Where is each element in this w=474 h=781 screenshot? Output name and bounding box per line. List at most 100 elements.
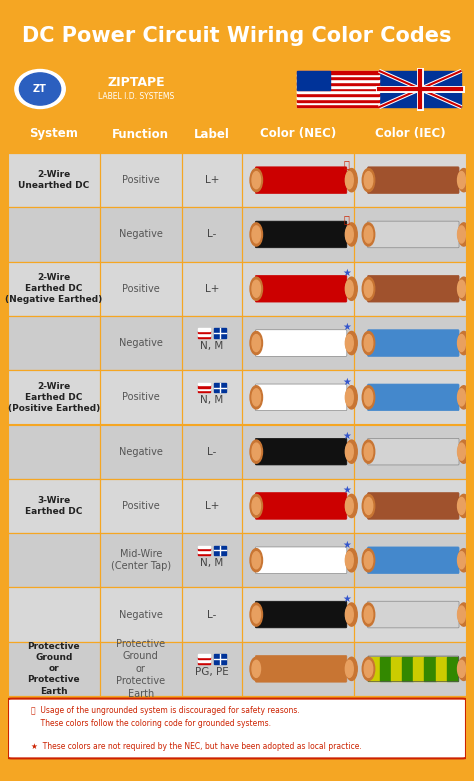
Ellipse shape [252, 280, 261, 298]
Ellipse shape [458, 223, 469, 246]
Bar [214, 654, 226, 664]
Ellipse shape [346, 331, 357, 355]
Ellipse shape [250, 440, 263, 463]
Text: ★: ★ [343, 431, 351, 441]
Text: Protective
Ground
or
Protective
Earth: Protective Ground or Protective Earth [116, 639, 165, 699]
Bar [413, 657, 425, 681]
Ellipse shape [250, 223, 263, 246]
Ellipse shape [364, 389, 373, 406]
Bar [297, 82, 379, 85]
Text: Mid-Wire
(Center Tap): Mid-Wire (Center Tap) [111, 549, 171, 572]
Ellipse shape [252, 443, 261, 460]
Bar [380, 657, 391, 681]
Text: Negative: Negative [119, 447, 163, 457]
Ellipse shape [458, 440, 469, 463]
Ellipse shape [346, 606, 353, 623]
Bar [198, 387, 210, 390]
FancyBboxPatch shape [255, 276, 347, 302]
Ellipse shape [362, 277, 375, 301]
Ellipse shape [346, 497, 353, 515]
Text: Negative: Negative [119, 609, 163, 619]
Ellipse shape [458, 548, 469, 572]
Ellipse shape [346, 548, 357, 572]
Text: Negative: Negative [119, 230, 163, 240]
FancyBboxPatch shape [367, 601, 459, 628]
FancyBboxPatch shape [255, 547, 347, 573]
Text: Color (NEC): Color (NEC) [260, 127, 336, 141]
Ellipse shape [457, 280, 465, 298]
Text: L-: L- [207, 447, 217, 457]
Ellipse shape [346, 169, 357, 192]
Bar [198, 657, 210, 659]
Ellipse shape [364, 280, 373, 298]
Ellipse shape [458, 494, 469, 518]
Bar [214, 546, 226, 555]
Ellipse shape [364, 606, 373, 623]
FancyBboxPatch shape [255, 601, 347, 628]
Text: L-: L- [207, 609, 217, 619]
Bar [198, 385, 210, 387]
Ellipse shape [346, 660, 353, 677]
Ellipse shape [457, 606, 465, 623]
Ellipse shape [457, 334, 465, 351]
FancyBboxPatch shape [255, 655, 347, 682]
Bar [198, 336, 210, 338]
Ellipse shape [250, 603, 263, 626]
Bar [198, 662, 210, 664]
Text: ★  These colors are not required by the NEC, but have been adopted as local prac: ★ These colors are not required by the N… [31, 742, 362, 751]
Ellipse shape [362, 386, 375, 409]
Text: PG, PE: PG, PE [195, 666, 228, 676]
Ellipse shape [458, 331, 469, 355]
Bar [198, 654, 210, 657]
FancyBboxPatch shape [367, 438, 459, 465]
Ellipse shape [362, 548, 375, 572]
Text: ★: ★ [343, 376, 351, 387]
Ellipse shape [457, 497, 465, 515]
Bar [297, 71, 329, 91]
FancyBboxPatch shape [367, 276, 459, 302]
Ellipse shape [364, 172, 373, 189]
Bar [297, 79, 379, 82]
Ellipse shape [250, 331, 263, 355]
Bar [297, 73, 379, 77]
Ellipse shape [346, 443, 353, 460]
Ellipse shape [457, 443, 465, 460]
Ellipse shape [362, 331, 375, 355]
Ellipse shape [15, 70, 65, 109]
Ellipse shape [362, 494, 375, 518]
Text: Label: Label [194, 127, 230, 141]
Text: 3-Wire
Earthed DC: 3-Wire Earthed DC [25, 496, 82, 516]
Bar [447, 657, 458, 681]
Bar [297, 71, 379, 73]
Bar [198, 331, 210, 333]
Bar [297, 87, 379, 91]
Ellipse shape [250, 386, 263, 409]
Text: ★: ★ [343, 268, 351, 278]
Ellipse shape [252, 389, 261, 406]
Ellipse shape [346, 280, 353, 298]
Bar [379, 71, 461, 107]
Bar [402, 657, 413, 681]
Text: ⓘ  Usage of the ungrounded system is discouraged for safety reasons.: ⓘ Usage of the ungrounded system is disc… [31, 706, 300, 715]
Bar [8, 207, 466, 262]
Bar [297, 91, 379, 93]
Bar [8, 262, 466, 316]
Text: N, M: N, M [200, 558, 223, 568]
Bar [297, 85, 379, 87]
FancyBboxPatch shape [367, 547, 459, 573]
Bar [8, 642, 466, 696]
Text: 2-Wire
Earthed DC
(Negative Earthed): 2-Wire Earthed DC (Negative Earthed) [5, 273, 102, 305]
Bar [8, 370, 466, 425]
Text: L+: L+ [205, 501, 219, 511]
Text: Negative: Negative [119, 338, 163, 348]
Ellipse shape [346, 386, 357, 409]
FancyBboxPatch shape [255, 384, 347, 411]
Text: ⓘ: ⓘ [344, 214, 350, 224]
Bar [198, 659, 210, 662]
Text: ★: ★ [343, 594, 351, 604]
Ellipse shape [252, 606, 261, 623]
Text: ★: ★ [343, 540, 351, 550]
Text: System: System [29, 127, 78, 141]
Ellipse shape [252, 551, 261, 569]
Ellipse shape [252, 334, 261, 351]
